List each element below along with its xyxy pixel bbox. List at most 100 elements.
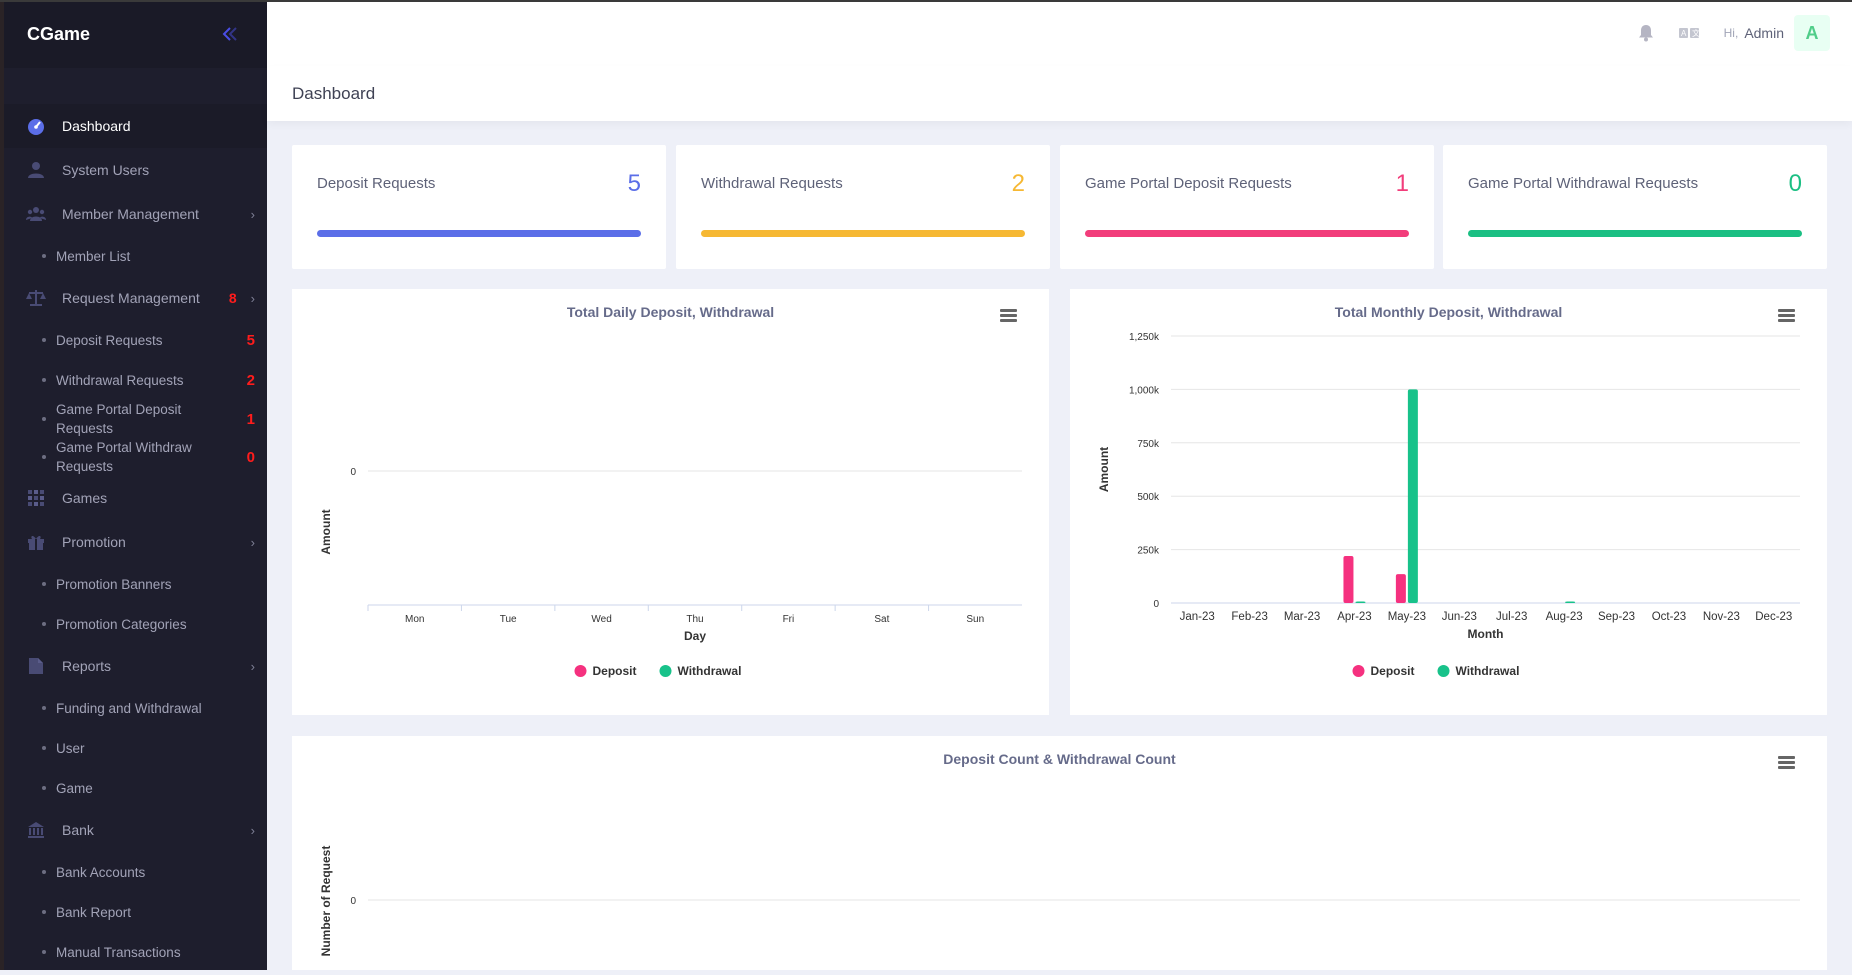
sidebar-item-label: Dashboard (62, 118, 131, 134)
x-tick-label: Fri (783, 614, 795, 625)
x-tick-label: Jul-23 (1496, 611, 1527, 623)
sidebar: CGame Dashboard System Users Member Manage… (0, 0, 267, 970)
legend-marker (659, 665, 672, 677)
bullet-dot (42, 870, 46, 874)
stat-value: 2 (1011, 170, 1025, 197)
sidebar-subitem-label: Deposit Requests (56, 332, 163, 348)
sidebar-item-label: Member Management (62, 206, 199, 222)
chart-menu-icon[interactable] (1778, 309, 1795, 322)
x-tick-label: Aug-23 (1546, 611, 1583, 623)
bullet-dot (42, 706, 46, 710)
brand-logo-text[interactable]: CGame (27, 23, 91, 44)
sidebar-subitem-manual-transactions[interactable]: Manual Transactions (0, 932, 267, 972)
y-axis-label: Amount (1097, 447, 1111, 492)
gift-icon (26, 532, 46, 552)
sidebar-subitem-bank-report[interactable]: Bank Report (0, 892, 267, 932)
sidebar-nav: Dashboard System Users Member Management › M… (0, 68, 267, 972)
x-tick-label: May-23 (1388, 611, 1426, 623)
stat-title: Withdrawal Requests (701, 175, 843, 192)
sidebar-subitem-withdrawal-requests[interactable]: Withdrawal Requests 2 (0, 360, 267, 400)
sidebar-subitem-game-portal-withdraw-requests[interactable]: Game Portal Withdraw Requests 0 (0, 438, 267, 476)
sidebar-item-dashboard[interactable]: Dashboard (0, 104, 267, 148)
daily-chart-card: Total Daily Deposit, Withdrawal Amount 0 Mo… (292, 289, 1049, 715)
monthly-chart: Total Monthly Deposit, Withdrawal Amount 0… (1097, 304, 1800, 678)
sidebar-item-label: Bank (62, 822, 94, 838)
x-tick-label: Mar-23 (1284, 611, 1320, 623)
sidebar-item-reports[interactable]: Reports › (0, 644, 267, 688)
sidebar-subitem-promotion-categories[interactable]: Promotion Categories (0, 604, 267, 644)
bullet-dot (42, 338, 46, 342)
sidebar-subitem-deposit-requests[interactable]: Deposit Requests 5 (0, 320, 267, 360)
x-tick-label: Tue (500, 614, 517, 625)
sidebar-subitem-game[interactable]: Game (0, 768, 267, 808)
bar-withdrawal (1565, 601, 1576, 603)
user-icon (26, 160, 46, 180)
stat-title: Deposit Requests (317, 175, 436, 192)
stat-title: Game Portal Deposit Requests (1085, 175, 1292, 192)
stat-progress-bar (317, 230, 641, 237)
y-tick-label: 500k (1137, 492, 1160, 503)
y-axis-label: Number of Request (319, 846, 333, 957)
sidebar-subitem-member-list[interactable]: Member List (0, 236, 267, 276)
x-tick-label: Jan-23 (1180, 611, 1215, 623)
legend-label: Withdrawal (678, 664, 742, 678)
bank-icon (26, 820, 46, 840)
sidebar-item-promotion[interactable]: Promotion › (0, 520, 267, 564)
y-tick-label: 0 (350, 467, 356, 478)
sidebar-item-request-management[interactable]: Request Management 8 › (0, 276, 267, 320)
bullet-dot (42, 254, 46, 258)
sidebar-item-label: Reports (62, 658, 112, 674)
sidebar-brand: CGame (0, 0, 267, 68)
x-axis-label: Day (684, 629, 706, 643)
y-tick-label: 0 (350, 896, 356, 907)
sidebar-subitem-label: Bank Accounts (56, 864, 146, 880)
user-name[interactable]: Admin (1744, 25, 1784, 41)
stat-value: 5 (627, 170, 641, 197)
user-avatar[interactable]: A (1794, 15, 1830, 51)
chart-menu-icon[interactable] (1000, 309, 1017, 322)
y-tick-label: 0 (1153, 599, 1159, 610)
sidebar-item-bank[interactable]: Bank › (0, 808, 267, 852)
sidebar-subitem-promotion-banners[interactable]: Promotion Banners (0, 564, 267, 604)
x-tick-label: Sun (966, 614, 984, 625)
stat-card-deposit-requests[interactable]: Deposit Requests 5 (292, 145, 666, 269)
x-tick-label: Dec-23 (1755, 611, 1792, 623)
sidebar-subitem-bank-accounts[interactable]: Bank Accounts (0, 852, 267, 892)
sidebar-item-system-users[interactable]: System Users (0, 148, 267, 192)
sidebar-subitem-label: Bank Report (56, 904, 132, 920)
bar-deposit (1395, 574, 1406, 603)
x-tick-label: Thu (686, 614, 703, 625)
stat-card-game-portal-withdrawal-requests[interactable]: Game Portal Withdrawal Requests 0 (1443, 145, 1827, 269)
sidebar-item-games[interactable]: Games (0, 476, 267, 520)
bar-deposit (1343, 556, 1354, 603)
count-badge: 8 (228, 290, 237, 306)
count-chart-card: Deposit Count & Withdrawal Count Number o… (292, 736, 1827, 970)
bullet-dot (42, 746, 46, 750)
y-tick-label: 1,250k (1129, 332, 1160, 343)
collapse-sidebar-icon[interactable] (219, 23, 241, 45)
notification-bell-icon[interactable] (1638, 24, 1654, 42)
bullet-dot (42, 582, 46, 586)
window-left-edge (0, 0, 4, 970)
sidebar-subitem-funding-and-withdrawal[interactable]: Funding and Withdrawal (0, 688, 267, 728)
greeting-text: Hi, (1723, 26, 1739, 40)
users-icon (26, 204, 46, 224)
page-subheader: Dashboard (267, 66, 1852, 121)
chevron-right-icon: › (250, 290, 255, 306)
svg-text:文: 文 (1692, 28, 1700, 38)
chart-menu-icon[interactable] (1778, 756, 1795, 769)
y-tick-label: 1,000k (1129, 385, 1160, 396)
chart-title: Total Monthly Deposit, Withdrawal (1335, 304, 1563, 320)
sidebar-subitem-user[interactable]: User (0, 728, 267, 768)
dashboard-icon (26, 116, 46, 136)
sidebar-item-member-management[interactable]: Member Management › (0, 192, 267, 236)
x-tick-label: Wed (591, 614, 611, 625)
stat-card-game-portal-deposit-requests[interactable]: Game Portal Deposit Requests 1 (1060, 145, 1434, 269)
stat-card-withdrawal-requests[interactable]: Withdrawal Requests 2 (676, 145, 1050, 269)
grid-icon (26, 488, 46, 508)
page-title: Dashboard (292, 83, 376, 103)
sidebar-subitem-game-portal-deposit-requests[interactable]: Game Portal Deposit Requests 1 (0, 400, 267, 438)
x-tick-label: Sat (874, 614, 889, 625)
bullet-dot (42, 378, 46, 382)
